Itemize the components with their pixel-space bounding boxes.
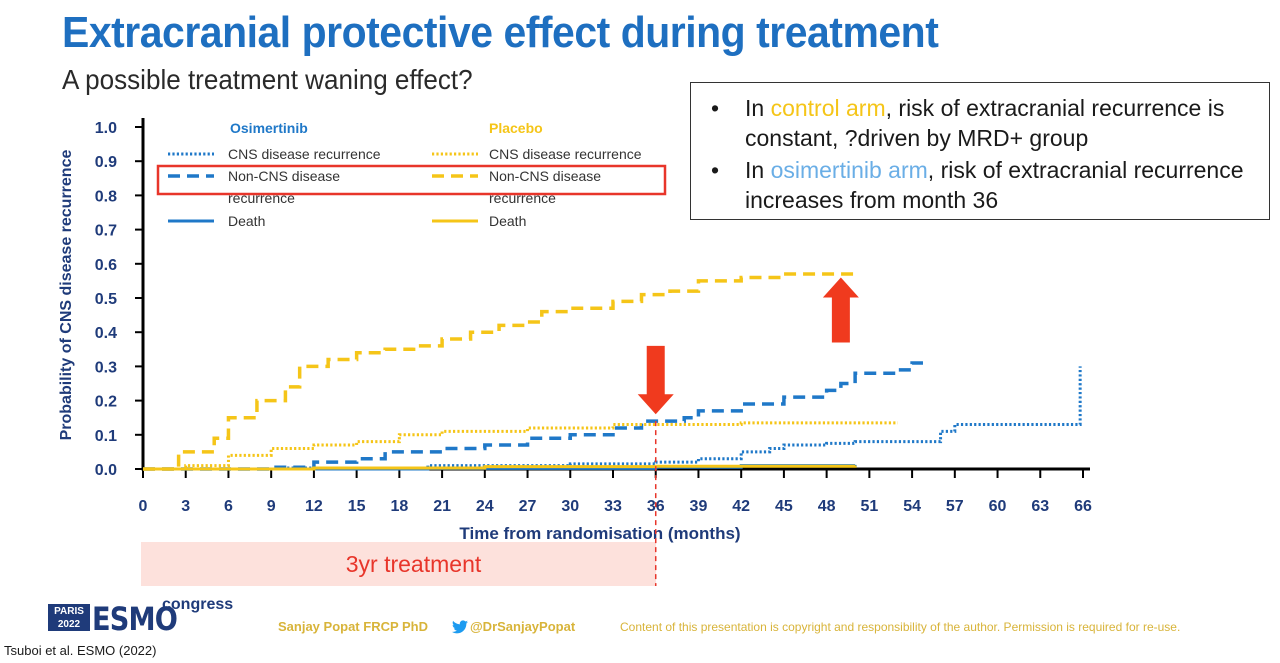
y-tick-label: 0.1	[95, 428, 117, 445]
y-tick-label: 0.9	[95, 154, 117, 171]
callout-highlight-osimertinib: osimertinib arm	[770, 157, 928, 183]
treatment-period-bar: 3yr treatment	[141, 542, 656, 586]
y-tick-label: 0.2	[95, 394, 117, 411]
x-tick-label: 63	[1031, 498, 1049, 515]
series-line-placebo-dotted	[143, 421, 898, 471]
x-tick-label: 48	[818, 498, 836, 515]
x-tick-label: 33	[604, 498, 622, 515]
callout-item-control: • In control arm, risk of extracranial re…	[705, 93, 1259, 153]
logo-city-badge: PARIS 2022	[48, 604, 90, 631]
logo-year: 2022	[57, 619, 81, 630]
footer-copyright: Content of this presentation is copyrigh…	[620, 620, 1181, 634]
x-tick-label: 3	[181, 498, 190, 515]
x-tick-label: 51	[860, 498, 878, 515]
arrow-up-icon	[822, 277, 859, 343]
x-tick-label: 21	[433, 498, 451, 515]
series-line-osimertinib-dashed	[143, 361, 927, 471]
page-subtitle: A possible treatment waning effect?	[62, 64, 473, 95]
callout-item-osimertinib: • In osimertinib arm, risk of extracrania…	[705, 155, 1259, 215]
y-tick-label: 0.7	[95, 223, 117, 240]
citation: Tsuboi et al. ESMO (2022)	[4, 643, 157, 658]
x-tick-label: 45	[775, 498, 793, 515]
callout-text: , risk of extracranial recurrence is con…	[745, 95, 1225, 151]
y-tick-label: 0.8	[95, 188, 117, 205]
legend-label: CNS disease recurrence	[228, 146, 381, 162]
x-tick-label: 42	[732, 498, 750, 515]
footer-author: Sanjay Popat FRCP PhD	[278, 619, 429, 634]
x-tick-label: 15	[348, 498, 366, 515]
callout-text: , risk of extracranial recurrence increa…	[745, 157, 1244, 213]
x-tick-label: 12	[305, 498, 323, 515]
x-tick-label: 0	[139, 498, 148, 515]
treatment-period-label: 3yr treatment	[345, 550, 482, 577]
logo-brand: ESMO	[92, 600, 178, 638]
x-tick-label: 54	[903, 498, 921, 515]
x-tick-label: 6	[224, 498, 233, 515]
x-tick-label: 57	[946, 498, 964, 515]
logo-city: PARIS	[54, 606, 84, 617]
legend-label: Non-CNS disease	[228, 168, 340, 184]
legend-label: recurrence	[489, 190, 556, 206]
y-tick-label: 1.0	[95, 120, 117, 137]
legend-label: CNS disease recurrence	[489, 146, 642, 162]
y-tick-label: 0.5	[95, 291, 117, 308]
x-tick-label: 27	[519, 498, 537, 515]
callout-highlight-control: control arm	[770, 95, 886, 121]
esmo-congress-logo: PARIS 2022 ESMO congress	[48, 596, 233, 638]
series-line-placebo-solid	[143, 464, 857, 471]
callout-text: In	[745, 95, 771, 121]
twitter-handle: @DrSanjayPopat	[470, 619, 576, 634]
y-tick-label: 0.4	[95, 325, 117, 342]
x-tick-label: 9	[267, 498, 276, 515]
legend-label: Non-CNS disease	[489, 168, 601, 184]
logo-congress: congress	[162, 596, 234, 613]
legend-group-osimertinib: Osimertinib	[230, 120, 308, 136]
x-tick-label: 66	[1074, 498, 1092, 515]
twitter-bird-icon	[452, 620, 468, 634]
y-tick-label: 0.0	[95, 462, 117, 479]
legend-highlight-box	[156, 164, 667, 196]
y-tick-label: 0.3	[95, 359, 117, 376]
x-tick-label: 24	[476, 498, 494, 515]
footer-twitter: @DrSanjayPopat	[452, 619, 575, 634]
bullet-icon: •	[711, 157, 720, 183]
x-axis-label: Time from randomisation (months)	[459, 524, 740, 543]
x-tick-label: 39	[690, 498, 708, 515]
series-line-osimertinib-dotted	[143, 366, 1082, 471]
legend-group-placebo: Placebo	[489, 120, 543, 136]
callout-box: • In control arm, risk of extracranial re…	[690, 82, 1270, 220]
series-line-placebo-dashed	[143, 272, 856, 471]
page-title: Extracranial protective effect during tr…	[62, 8, 939, 57]
legend-label: recurrence	[228, 190, 295, 206]
x-tick-label: 30	[561, 498, 579, 515]
arrow-down-icon	[637, 345, 674, 415]
callout-text: In	[745, 157, 771, 183]
x-tick-label: 60	[989, 498, 1007, 515]
legend-label: Death	[228, 213, 265, 229]
y-axis-label: Probability of CNS disease recurrence	[58, 150, 75, 441]
bullet-icon: •	[711, 95, 720, 121]
legend-label: Death	[489, 213, 526, 229]
x-tick-label: 18	[390, 498, 408, 515]
y-tick-label: 0.6	[95, 257, 117, 274]
